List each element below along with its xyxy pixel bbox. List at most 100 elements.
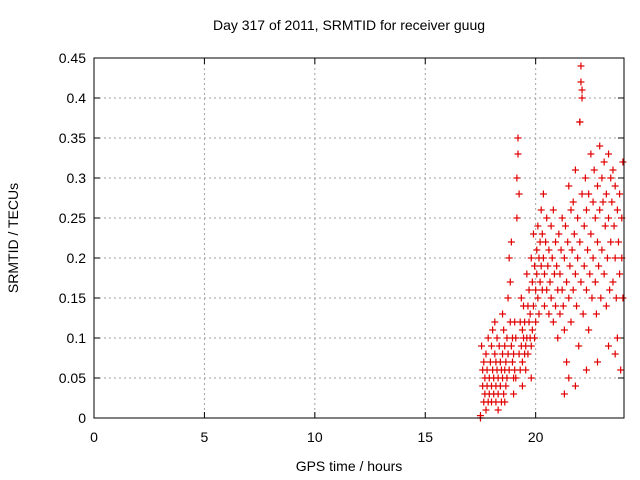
data-point	[537, 206, 545, 214]
data-point	[574, 214, 582, 222]
data-point	[500, 326, 508, 334]
data-point	[611, 182, 619, 190]
data-point	[527, 254, 535, 262]
data-point	[514, 150, 522, 158]
data-point	[553, 262, 561, 270]
data-point	[512, 334, 520, 342]
data-point	[546, 278, 554, 286]
data-point	[502, 382, 510, 390]
data-point	[578, 190, 586, 198]
data-point	[580, 262, 588, 270]
data-point	[547, 294, 555, 302]
data-point	[576, 238, 584, 246]
data-point	[582, 366, 590, 374]
data-point	[581, 174, 589, 182]
data-point	[613, 206, 621, 214]
data-point	[567, 318, 575, 326]
data-point	[554, 334, 562, 342]
data-point	[579, 310, 587, 318]
data-point	[574, 254, 582, 262]
data-point	[507, 238, 515, 246]
data-point	[499, 310, 507, 318]
data-point	[569, 286, 577, 294]
data-point	[513, 174, 521, 182]
data-point	[493, 334, 501, 342]
data-point	[594, 358, 601, 366]
data-point	[565, 374, 573, 382]
data-points	[476, 62, 627, 422]
x-tick-label: 20	[528, 429, 544, 445]
data-point	[557, 246, 565, 254]
y-axis-title: SRMTID / TECUs	[5, 183, 21, 293]
data-point	[539, 190, 547, 198]
data-point	[478, 342, 486, 350]
data-point	[602, 302, 610, 310]
data-point	[529, 230, 537, 238]
data-point	[577, 278, 585, 286]
data-point	[575, 342, 583, 350]
data-point	[584, 246, 592, 254]
axis-ticks: 0 0.05 0.1 0.15 0.2 0.25 0.3 0.35 0.4 0.45 0 5 10 15 2…	[59, 50, 624, 445]
data-point	[522, 366, 530, 374]
data-point	[527, 342, 535, 350]
data-point	[549, 318, 557, 326]
data-point	[569, 198, 577, 206]
y-tick-label: 0.2	[67, 250, 87, 266]
data-point	[602, 190, 610, 198]
data-point	[610, 222, 618, 230]
data-point	[597, 294, 605, 302]
data-point	[488, 342, 495, 350]
data-point	[570, 230, 578, 238]
data-point	[547, 222, 555, 230]
data-point	[561, 222, 569, 230]
data-point	[542, 238, 550, 246]
y-tick-label: 0.1	[67, 330, 87, 346]
data-point	[609, 166, 617, 174]
data-point	[612, 294, 620, 302]
data-point	[605, 342, 613, 350]
data-point	[526, 310, 534, 318]
data-point	[514, 134, 522, 142]
data-point	[616, 190, 624, 198]
data-point	[534, 222, 542, 230]
x-tick-label: 10	[307, 429, 323, 445]
data-point	[564, 238, 572, 246]
data-point	[565, 182, 573, 190]
data-point	[537, 262, 545, 270]
data-point	[552, 302, 560, 310]
data-point	[599, 198, 607, 206]
data-point	[525, 318, 533, 326]
data-point	[605, 150, 613, 158]
data-point	[573, 302, 581, 310]
data-point	[489, 326, 497, 334]
data-point	[588, 294, 596, 302]
data-point	[595, 262, 603, 270]
data-point	[617, 366, 625, 374]
data-point	[491, 350, 499, 358]
data-point	[510, 390, 518, 398]
y-tick-label: 0.25	[59, 210, 86, 226]
data-point	[566, 262, 574, 270]
data-point	[523, 270, 531, 278]
data-point	[578, 86, 586, 94]
data-point	[536, 278, 544, 286]
data-point	[585, 190, 593, 198]
data-point	[586, 270, 594, 278]
plot-frame	[93, 57, 625, 419]
x-tick-label: 5	[201, 429, 209, 445]
data-point	[552, 238, 560, 246]
data-point	[565, 294, 573, 302]
data-point	[504, 294, 512, 302]
data-point	[543, 214, 551, 222]
data-point	[528, 278, 536, 286]
y-tick-label: 0.15	[59, 290, 86, 306]
data-point	[535, 310, 543, 318]
data-point	[560, 254, 568, 262]
data-point	[531, 262, 539, 270]
data-point	[611, 350, 619, 358]
y-tick-label: 0.4	[67, 90, 87, 106]
data-point	[609, 278, 617, 286]
data-point	[532, 286, 540, 294]
data-point	[603, 254, 611, 262]
data-point	[532, 318, 540, 326]
